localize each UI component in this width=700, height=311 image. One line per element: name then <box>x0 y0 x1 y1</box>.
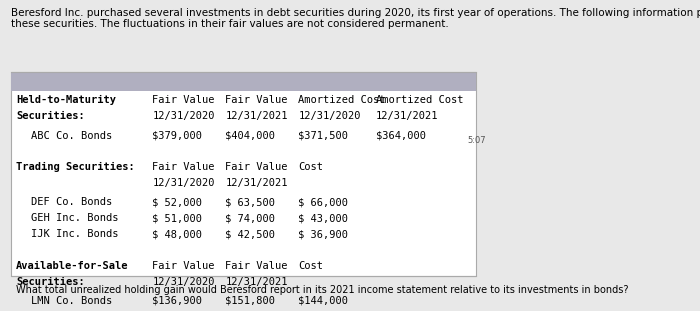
Text: IJK Inc. Bonds: IJK Inc. Bonds <box>31 229 118 239</box>
Text: Fair Value: Fair Value <box>225 261 288 271</box>
FancyBboxPatch shape <box>11 72 476 276</box>
Text: Amortized Cost: Amortized Cost <box>376 95 463 105</box>
Text: What total unrealized holding gain would Beresford report in its 2021 income sta: What total unrealized holding gain would… <box>16 285 629 295</box>
Text: $364,000: $364,000 <box>376 131 426 141</box>
Text: $144,000: $144,000 <box>298 296 348 306</box>
Text: $ 74,000: $ 74,000 <box>225 213 275 223</box>
Text: 12/31/2021: 12/31/2021 <box>225 111 288 121</box>
Text: $ 48,000: $ 48,000 <box>152 229 202 239</box>
Text: Fair Value: Fair Value <box>152 261 215 271</box>
Text: Cost: Cost <box>298 261 323 271</box>
Text: $ 52,000: $ 52,000 <box>152 197 202 207</box>
Text: $151,800: $151,800 <box>225 296 275 306</box>
Text: 12/31/2021: 12/31/2021 <box>376 111 439 121</box>
Text: Cost: Cost <box>298 162 323 172</box>
Text: LMN Co. Bonds: LMN Co. Bonds <box>31 296 112 306</box>
Text: $379,000: $379,000 <box>152 131 202 141</box>
Text: Fair Value: Fair Value <box>225 95 288 105</box>
Text: Trading Securities:: Trading Securities: <box>16 162 134 172</box>
Text: Fair Value: Fair Value <box>152 162 215 172</box>
Text: Fair Value: Fair Value <box>225 162 288 172</box>
Text: 12/31/2020: 12/31/2020 <box>152 178 215 188</box>
FancyBboxPatch shape <box>11 72 476 91</box>
Text: ABC Co. Bonds: ABC Co. Bonds <box>31 131 112 141</box>
Text: $ 51,000: $ 51,000 <box>152 213 202 223</box>
Text: Beresford Inc. purchased several investments in debt securities during 2020, its: Beresford Inc. purchased several investm… <box>11 7 700 29</box>
Text: $404,000: $404,000 <box>225 131 275 141</box>
Text: $ 66,000: $ 66,000 <box>298 197 348 207</box>
Text: Securities:: Securities: <box>16 276 85 287</box>
Text: Held-to-Maturity: Held-to-Maturity <box>16 95 116 105</box>
Text: 12/31/2021: 12/31/2021 <box>225 276 288 287</box>
Text: 5:07: 5:07 <box>467 136 486 145</box>
Text: DEF Co. Bonds: DEF Co. Bonds <box>31 197 112 207</box>
Text: $ 36,900: $ 36,900 <box>298 229 348 239</box>
Text: Securities:: Securities: <box>16 111 85 121</box>
Text: $136,900: $136,900 <box>152 296 202 306</box>
Text: $ 42,500: $ 42,500 <box>225 229 275 239</box>
Text: $ 43,000: $ 43,000 <box>298 213 348 223</box>
Text: Fair Value: Fair Value <box>152 95 215 105</box>
Text: $ 63,500: $ 63,500 <box>225 197 275 207</box>
Text: GEH Inc. Bonds: GEH Inc. Bonds <box>31 213 118 223</box>
Text: Available-for-Sale: Available-for-Sale <box>16 261 129 271</box>
Text: 12/31/2021: 12/31/2021 <box>225 178 288 188</box>
Text: 12/31/2020: 12/31/2020 <box>152 276 215 287</box>
Text: $371,500: $371,500 <box>298 131 348 141</box>
Text: 12/31/2020: 12/31/2020 <box>298 111 360 121</box>
Text: 12/31/2020: 12/31/2020 <box>152 111 215 121</box>
Text: Amortized Cost: Amortized Cost <box>298 95 386 105</box>
